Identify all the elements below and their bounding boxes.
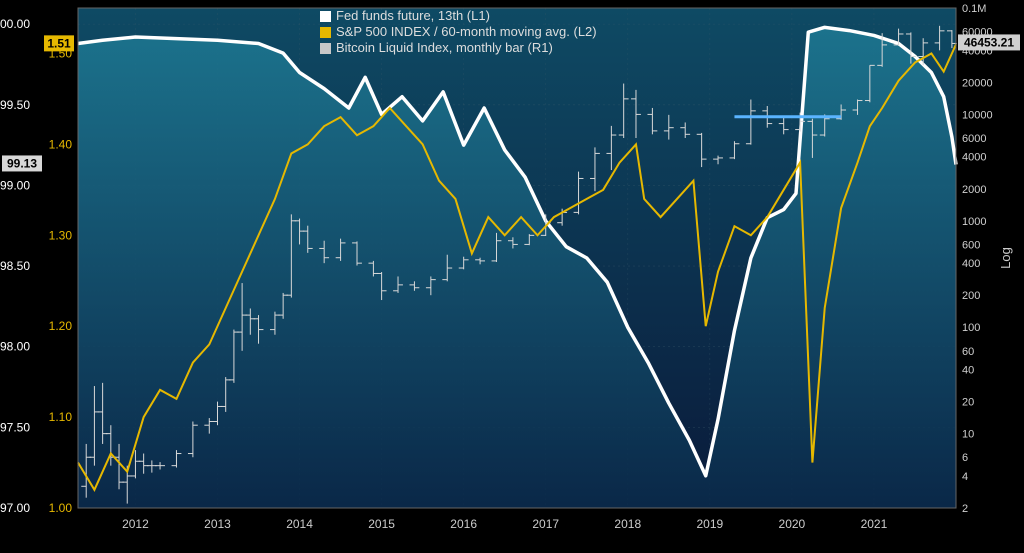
r1-tick-label: 100	[962, 322, 980, 334]
r1-scale-label: Log	[998, 247, 1013, 269]
r1-tick-label: 400	[962, 258, 980, 270]
chart-svg: 2012201320142015201620172018201920202021…	[0, 0, 1024, 553]
r1-last-badge-text: 46453.21	[964, 35, 1014, 49]
r1-tick-label: 600	[962, 239, 980, 251]
l2-tick-label: 1.10	[49, 410, 73, 424]
l2-last-badge-text: 1.51	[47, 36, 71, 50]
r1-tick-label: 10	[962, 429, 974, 441]
r1-tick-label: 6000	[962, 133, 986, 145]
x-tick-label: 2017	[532, 517, 559, 531]
x-tick-label: 2018	[614, 517, 641, 531]
legend-label: Fed funds future, 13th (L1)	[336, 8, 490, 23]
r1-tick-label: 200	[962, 290, 980, 302]
l1-tick-label: 99.50	[0, 98, 30, 112]
legend-label: S&P 500 INDEX / 60-month moving avg. (L2…	[336, 24, 597, 39]
x-tick-label: 2019	[696, 517, 723, 531]
legend-label: Bitcoin Liquid Index, monthly bar (R1)	[336, 40, 553, 55]
r1-tick-label: 40	[962, 365, 974, 377]
r1-tick-label: 4	[962, 471, 968, 483]
x-tick-label: 2020	[779, 517, 806, 531]
l1-tick-label: 100.00	[0, 17, 30, 31]
r1-tick-label: 0.1M	[962, 3, 986, 15]
r1-tick-label: 1000	[962, 216, 986, 228]
r1-tick-label: 2	[962, 503, 968, 515]
legend-swatch	[320, 43, 331, 54]
l1-last-badge-text: 99.13	[7, 156, 37, 170]
l1-tick-label: 97.50	[0, 420, 30, 434]
l2-tick-label: 1.40	[49, 137, 73, 151]
r1-tick-label: 20	[962, 397, 974, 409]
r1-tick-label: 4000	[962, 152, 986, 164]
l1-tick-label: 98.00	[0, 340, 30, 354]
x-tick-label: 2016	[450, 517, 477, 531]
legend-swatch	[320, 11, 331, 22]
r1-tick-label: 2000	[962, 184, 986, 196]
financial-chart: 2012201320142015201620172018201920202021…	[0, 0, 1024, 553]
l2-tick-label: 1.30	[49, 228, 73, 242]
l1-tick-label: 99.00	[0, 178, 30, 192]
r1-tick-label: 10000	[962, 109, 993, 121]
x-tick-label: 2015	[368, 517, 395, 531]
l2-tick-label: 1.00	[49, 501, 73, 515]
r1-tick-label: 20000	[962, 77, 993, 89]
l1-tick-label: 98.50	[0, 259, 30, 273]
x-tick-label: 2014	[286, 517, 313, 531]
l2-tick-label: 1.20	[49, 319, 73, 333]
x-tick-label: 2013	[204, 517, 231, 531]
x-tick-label: 2012	[122, 517, 149, 531]
x-tick-label: 2021	[861, 517, 888, 531]
r1-tick-label: 6	[962, 452, 968, 464]
legend-swatch	[320, 27, 331, 38]
r1-tick-label: 60	[962, 346, 974, 358]
l1-tick-label: 97.00	[0, 501, 30, 515]
